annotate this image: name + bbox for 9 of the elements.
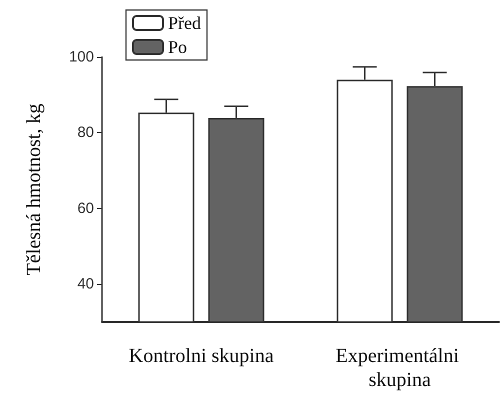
y-tick-label: 100 bbox=[68, 48, 94, 66]
x-tick-label: Experimentálni skupina bbox=[336, 345, 464, 391]
x-tick-label: Kontrolni skupina bbox=[128, 345, 274, 367]
y-axis-title: Tělesná hmotnost, kg bbox=[23, 104, 45, 276]
y-tick-label: 40 bbox=[77, 276, 94, 293]
y-tick-label: 60 bbox=[77, 200, 94, 217]
legend-label: Před bbox=[168, 13, 201, 33]
y-tick-label: 80 bbox=[77, 124, 94, 142]
legend-label: Po bbox=[168, 37, 188, 57]
